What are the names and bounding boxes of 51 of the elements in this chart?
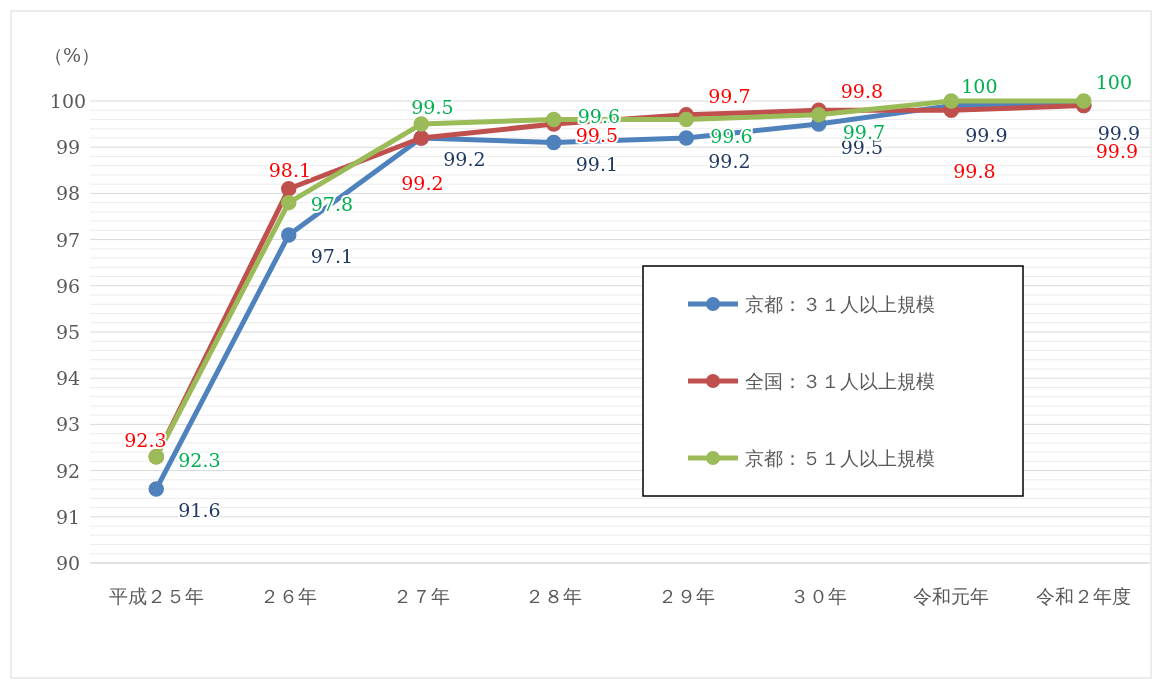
data-label: 99.6 bbox=[577, 105, 621, 128]
y-tick-label: 96 bbox=[55, 274, 81, 297]
data-label: 99.1 bbox=[575, 152, 619, 175]
point bbox=[281, 194, 297, 211]
data-label: 91.6 bbox=[178, 499, 221, 522]
data-label: 99.2 bbox=[443, 147, 486, 170]
y-tick-label: 99 bbox=[55, 136, 81, 159]
point bbox=[678, 130, 694, 146]
y-tick-label: 98 bbox=[55, 182, 81, 205]
data-label: 97.1 bbox=[310, 244, 354, 267]
data-label: 99.2 bbox=[401, 171, 444, 194]
x-tick-label: 令和２年度 bbox=[1036, 585, 1132, 607]
legend-label: 全国：３１人以上規模 bbox=[745, 370, 935, 392]
point bbox=[943, 93, 959, 109]
point bbox=[546, 134, 562, 151]
data-label: 100 bbox=[1095, 71, 1133, 93]
data-label: 92.3 bbox=[178, 448, 221, 471]
data-label: 100 bbox=[961, 75, 998, 97]
x-tick-label: 令和元年 bbox=[913, 585, 990, 607]
data-label: 99.2 bbox=[708, 149, 751, 172]
point bbox=[413, 116, 429, 132]
data-label: 99.7 bbox=[708, 84, 751, 107]
point bbox=[678, 111, 694, 128]
legend-label: 京都：５１人以上規模 bbox=[745, 447, 935, 469]
x-tick-label: ３０年 bbox=[790, 585, 848, 607]
data-label: 99.9 bbox=[965, 123, 1008, 146]
x-tick-label: ２８年 bbox=[525, 585, 583, 607]
data-label: 99.8 bbox=[953, 160, 996, 183]
x-tick-label: 平成２５年 bbox=[108, 585, 204, 607]
y-tick-label: 100 bbox=[49, 90, 87, 112]
y-tick-label: 92 bbox=[55, 459, 81, 482]
point bbox=[148, 481, 164, 497]
point bbox=[281, 181, 297, 197]
y-tick-label: 94 bbox=[55, 367, 81, 390]
x-tick-label: ２７年 bbox=[392, 585, 450, 607]
data-label: 99.8 bbox=[840, 80, 884, 103]
point bbox=[546, 111, 562, 128]
y-tick-label: 93 bbox=[55, 413, 81, 436]
point bbox=[811, 107, 827, 123]
data-label: 98.1 bbox=[268, 158, 312, 181]
point bbox=[281, 227, 297, 243]
x-tick-label: ２６年 bbox=[260, 585, 318, 607]
y-tick-label: 91 bbox=[55, 505, 81, 528]
y-tick-label: 97 bbox=[55, 228, 81, 251]
data-label: 99.5 bbox=[411, 96, 454, 119]
y-axis-title: （%） bbox=[43, 44, 101, 66]
y-tick-label: 90 bbox=[55, 552, 81, 574]
x-tick-label: ２９年 bbox=[657, 585, 715, 607]
point bbox=[1076, 93, 1092, 109]
legend-label: 京都：３１人以上規模 bbox=[745, 293, 935, 315]
y-tick-label: 95 bbox=[55, 321, 81, 343]
